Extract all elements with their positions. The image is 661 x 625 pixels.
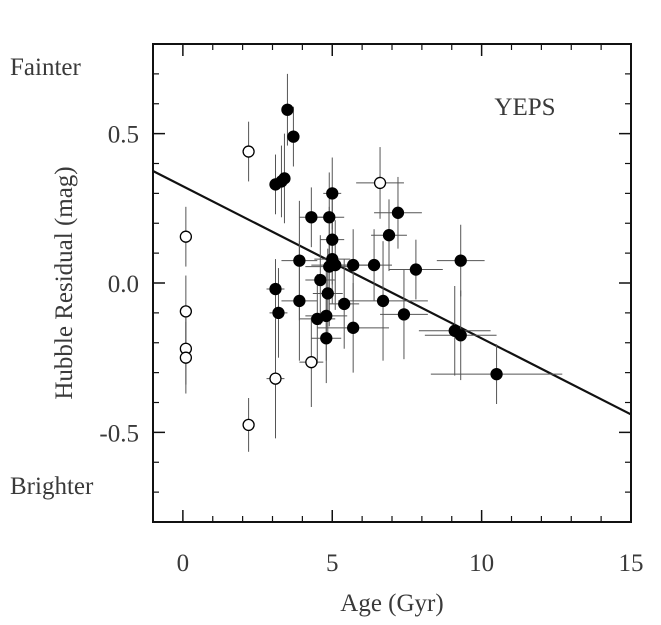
filled-data-point: [397, 308, 411, 321]
filled-data-point: [329, 258, 342, 272]
filled-data-point: [382, 229, 396, 242]
x-tick-label: 15: [619, 550, 644, 577]
filled-data-point: [293, 294, 306, 308]
filled-data-point: [376, 294, 390, 308]
open-data-point: [179, 351, 193, 364]
filled-data-point: [293, 254, 306, 267]
filled-data-point: [347, 321, 360, 334]
y-tick-label: -0.5: [99, 420, 139, 447]
filled-data-point: [320, 332, 333, 345]
tick-labels: 0 5 10 15 0.5 0.0 -0.5: [99, 122, 643, 577]
filled-data-point: [321, 287, 334, 300]
x-axis-label: Age (Gyr): [340, 590, 443, 617]
filled-data-point: [323, 211, 336, 224]
filled-data-point: [287, 130, 300, 143]
filled-data-point: [454, 329, 467, 342]
x-tick-label: 5: [326, 550, 339, 577]
axis-ticks: [152, 44, 632, 522]
filled-data-point: [347, 258, 360, 272]
filled-data-point: [326, 187, 339, 200]
filled-data-point: [320, 309, 333, 323]
x-tick-label: 0: [177, 550, 190, 577]
filled-data-point: [490, 367, 503, 381]
annotation-fainter: Fainter: [10, 54, 81, 81]
open-data-point: [179, 230, 193, 243]
filled-data-point: [454, 254, 467, 267]
fit-line: [152, 169, 632, 416]
open-data-point: [305, 356, 318, 369]
open-data-point: [242, 418, 255, 432]
filled-data-point: [367, 258, 381, 272]
open-data-point: [269, 372, 282, 385]
y-tick-label: 0.0: [108, 271, 139, 298]
filled-data-point: [409, 263, 423, 276]
x-tick-label: 10: [469, 550, 494, 577]
open-data-point: [179, 305, 193, 318]
filled-data-point: [281, 103, 294, 116]
open-data-point: [373, 176, 387, 190]
plot-frame: [152, 43, 632, 523]
fit-line-layer: [152, 169, 632, 416]
open-data-point: [242, 145, 255, 158]
filled-data-point: [314, 273, 327, 287]
y-axis-label: Hubble Residual (mag): [51, 166, 78, 399]
filled-data-point: [269, 282, 282, 296]
annotation-brighter: Brighter: [10, 473, 94, 500]
data-points: [179, 103, 503, 432]
filled-data-point: [391, 206, 405, 219]
filled-data-point: [272, 306, 285, 320]
filled-data-point: [278, 172, 291, 185]
chart-title: YEPS: [494, 94, 555, 121]
filled-data-point: [338, 297, 351, 311]
y-tick-label: 0.5: [108, 122, 139, 149]
filled-data-point: [326, 233, 339, 246]
filled-data-point: [305, 211, 318, 224]
